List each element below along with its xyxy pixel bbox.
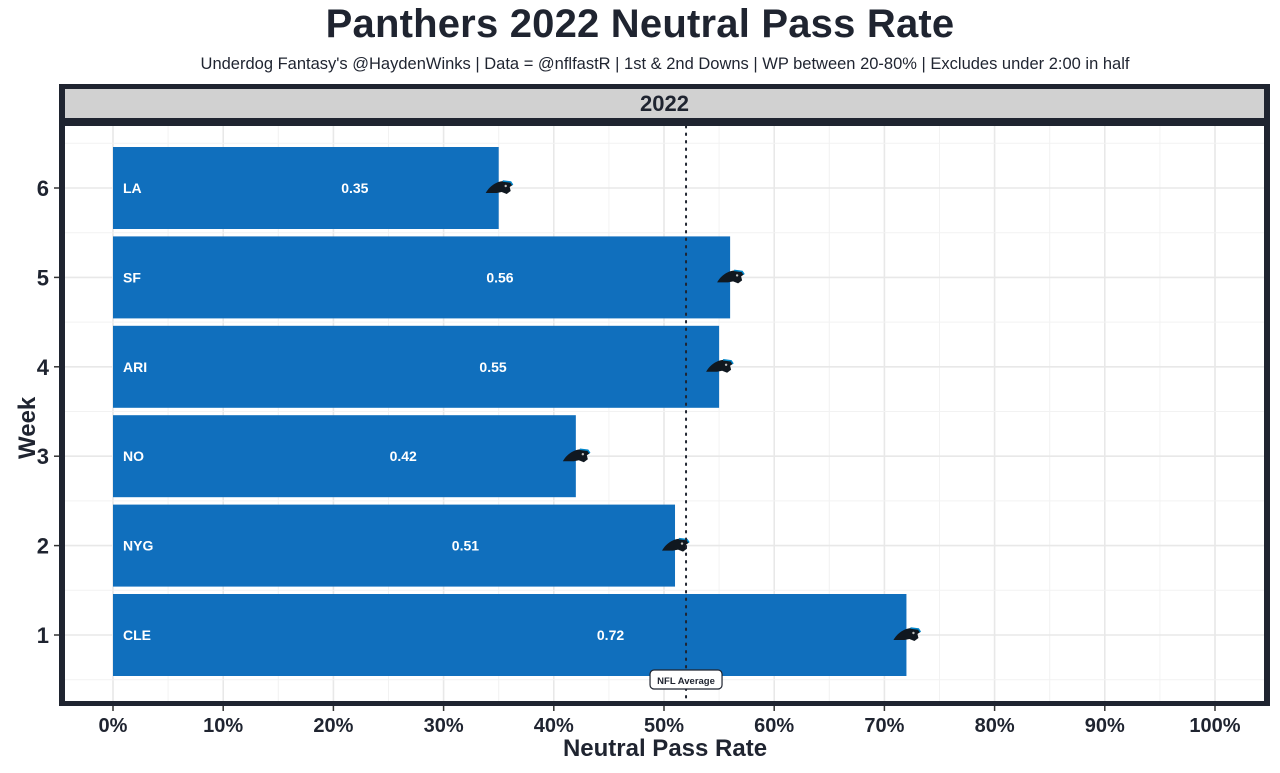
panthers-logo-icon <box>717 269 745 284</box>
bar-week-6 <box>113 147 499 229</box>
chart-title: Panthers 2022 Neutral Pass Rate <box>325 2 955 46</box>
panthers-logo-eye <box>680 542 684 545</box>
panthers-logo-eye <box>724 363 728 366</box>
bar-opponent-label: LA <box>123 180 142 196</box>
bar-week-1 <box>113 594 907 676</box>
panthers-logo-accent <box>734 269 745 275</box>
x-tick-label: 50% <box>644 715 684 737</box>
chart-subtitle: Underdog Fantasy's @HaydenWinks | Data =… <box>200 55 1130 73</box>
y-tick-label: 6 <box>37 176 49 201</box>
bar-opponent-label: SF <box>123 269 141 285</box>
bar-value-label: 0.72 <box>597 627 624 643</box>
bar-value-label: 0.55 <box>479 359 506 375</box>
panthers-logo-icon <box>893 627 922 641</box>
bar-opponent-label: NYG <box>123 538 153 554</box>
bar-opponent-label: ARI <box>123 359 147 375</box>
x-tick-label: 100% <box>1189 715 1240 737</box>
plot-area: CLE 0.72 NYG 0.51 NO 0.42 ARI 0.55 SF 0.56 LA 0.35 N… <box>65 126 1264 701</box>
panthers-logo-eye <box>504 184 507 188</box>
facet-strip-label: 2022 <box>65 89 1264 118</box>
x-tick-label: 0% <box>99 715 128 737</box>
x-tick-label: 80% <box>975 715 1015 737</box>
bar-week-3 <box>113 415 576 498</box>
panthers-logo-eye <box>581 453 585 456</box>
bar-value-label: 0.51 <box>452 538 479 554</box>
x-tick-label: 60% <box>754 715 794 737</box>
nfl-average-label-box <box>649 669 723 690</box>
y-tick-label: 5 <box>37 265 49 290</box>
bar-week-2 <box>113 504 676 587</box>
bar-value-label: 0.35 <box>341 180 368 196</box>
x-axis-title: Neutral Pass Rate <box>562 735 768 762</box>
y-tick-label: 2 <box>37 534 49 559</box>
panthers-logo-head <box>662 538 690 552</box>
panthers-logo-head <box>717 270 745 284</box>
y-axis-title: Week <box>14 396 41 459</box>
x-tick-label: 20% <box>313 715 353 737</box>
bar-opponent-label: NO <box>123 448 144 464</box>
x-tick-label: 70% <box>864 715 904 737</box>
y-tick-label: 1 <box>37 623 49 648</box>
bar-value-label: 0.56 <box>486 269 513 285</box>
panthers-logo-accent <box>502 180 514 186</box>
panthers-logo-eye <box>735 274 739 277</box>
x-tick-label: 10% <box>203 715 243 737</box>
panthers-logo-eye <box>912 631 915 635</box>
panthers-logo-head <box>562 449 590 463</box>
bar-chart: CLE 0.72 NYG 0.51 NO 0.42 ARI 0.55 SF 0.56 LA 0.35 N… <box>65 126 1264 701</box>
bar-opponent-label: CLE <box>123 627 151 643</box>
bar-value-label: 0.42 <box>390 448 417 464</box>
panthers-logo-head <box>485 181 513 194</box>
panthers-logo-accent <box>723 359 734 365</box>
panthers-logo-icon <box>485 180 514 194</box>
x-tick-label: 90% <box>1085 715 1125 737</box>
panthers-logo-accent <box>910 627 922 633</box>
bar-week-4 <box>113 325 720 408</box>
panthers-logo-accent <box>579 448 591 454</box>
panthers-logo-icon <box>562 448 591 463</box>
nfl-average-label: NFL Average <box>657 676 715 687</box>
panthers-logo-head <box>706 359 734 373</box>
y-tick-label: 4 <box>37 355 50 380</box>
panthers-logo-head <box>893 628 921 641</box>
x-tick-label: 30% <box>424 715 464 737</box>
bar-week-5 <box>113 236 731 319</box>
x-tick-label: 40% <box>534 715 574 737</box>
panthers-logo-icon <box>706 359 734 373</box>
